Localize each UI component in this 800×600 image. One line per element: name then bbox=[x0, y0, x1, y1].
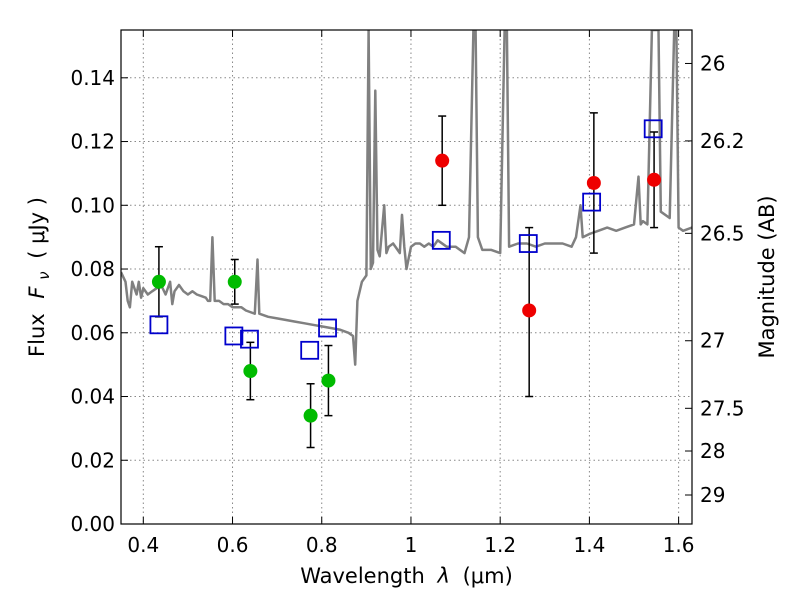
y2-tick-label: 27.5 bbox=[700, 396, 745, 420]
data-point-red bbox=[522, 303, 537, 318]
data-point-square bbox=[318, 318, 337, 338]
tick-layer: 0.4 0.6 0.8 1 1.2 1.4 1.6 0.00 0.02 0.04 0.06 0.08 0… bbox=[70, 30, 745, 557]
model-spectrum-layer bbox=[121, 30, 692, 366]
y-tick-label: 0.10 bbox=[70, 193, 115, 217]
data-point-square bbox=[240, 329, 259, 349]
y-axis-title: Flux F ν ( μJy ) bbox=[25, 197, 54, 357]
data-point-green bbox=[321, 373, 336, 388]
x-tick-label: 0.8 bbox=[306, 533, 338, 557]
y-tick-label: 0.06 bbox=[70, 321, 115, 345]
y2-tick-label: 26.5 bbox=[700, 221, 745, 245]
data-point-green bbox=[243, 364, 258, 379]
x-tick-label: 1.2 bbox=[484, 533, 516, 557]
data-point-red bbox=[435, 153, 450, 168]
y-tick-label: 0.00 bbox=[70, 512, 115, 536]
x-axis-title: Wavelength λ (μm) bbox=[300, 564, 513, 588]
y2-tick-label: 29 bbox=[700, 483, 725, 507]
y-axis-title-symbol: F bbox=[25, 286, 49, 299]
y-tick-label: 0.02 bbox=[70, 448, 115, 472]
y2-tick-label: 28 bbox=[700, 439, 725, 463]
y-axis-title-unit: ( μJy ) bbox=[25, 197, 49, 259]
data-point-square bbox=[224, 326, 244, 346]
plot-frame bbox=[120, 29, 693, 525]
x-tick-label: 1 bbox=[405, 533, 418, 557]
y-tick-label: 0.04 bbox=[70, 385, 115, 409]
marker-layer bbox=[149, 119, 663, 423]
data-point-square bbox=[643, 119, 663, 139]
y-tick-label: 0.12 bbox=[70, 130, 115, 154]
data-point-red bbox=[586, 175, 601, 190]
y2-axis-title: Magnitude (AB) bbox=[755, 195, 779, 358]
y-tick-label: 0.14 bbox=[70, 66, 115, 90]
data-point-square bbox=[431, 230, 451, 250]
data-point-green bbox=[151, 274, 166, 289]
data-point-red bbox=[647, 172, 662, 187]
data-point-square bbox=[300, 340, 320, 360]
y-tick-label: 0.08 bbox=[70, 257, 115, 281]
data-point-square bbox=[149, 315, 169, 335]
y2-tick-label: 27 bbox=[700, 329, 725, 353]
y-axis-title-prefix: Flux bbox=[25, 313, 49, 357]
x-tick-label: 0.6 bbox=[217, 533, 249, 557]
data-point-square bbox=[518, 234, 538, 253]
x-axis-title-symbol: λ bbox=[436, 564, 449, 588]
data-point-green bbox=[227, 274, 242, 289]
model-spectrum-line bbox=[121, 30, 692, 366]
grid-lines bbox=[121, 30, 692, 525]
x-tick-label: 0.4 bbox=[127, 533, 159, 557]
x-axis-title-unit: (μm) bbox=[463, 564, 513, 588]
data-point-square bbox=[582, 192, 602, 212]
x-tick-label: 1.4 bbox=[573, 533, 605, 557]
data-point-green bbox=[303, 408, 318, 423]
x-tick-label: 1.6 bbox=[663, 533, 695, 557]
x-axis-title-prefix: Wavelength bbox=[300, 564, 425, 588]
y2-tick-label: 26 bbox=[700, 51, 725, 75]
y-axis-title-subscript: ν bbox=[35, 271, 53, 279]
y2-tick-label: 26.2 bbox=[700, 129, 745, 153]
